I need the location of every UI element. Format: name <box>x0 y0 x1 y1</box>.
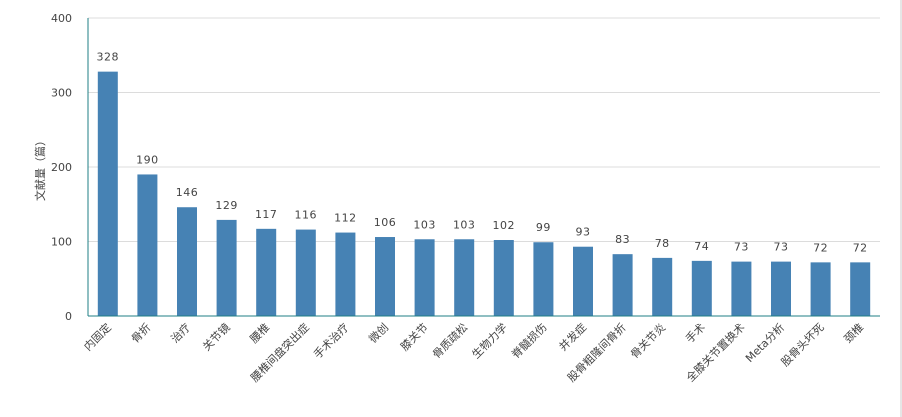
bar <box>177 207 197 316</box>
bar <box>493 240 514 316</box>
value-label: 93 <box>576 226 591 239</box>
bar <box>731 261 752 316</box>
x-category-label: 膝关节 <box>397 320 430 353</box>
y-tick-label: 200 <box>51 161 72 174</box>
bar <box>573 246 593 316</box>
value-label: 78 <box>655 237 670 250</box>
value-label: 116 <box>295 209 318 222</box>
value-label: 74 <box>694 240 709 253</box>
bar <box>97 71 118 316</box>
value-label: 146 <box>176 186 199 199</box>
bars <box>97 71 871 316</box>
value-label: 117 <box>255 208 278 221</box>
value-label: 103 <box>413 218 436 231</box>
value-label: 72 <box>813 241 828 254</box>
value-label: 328 <box>97 51 120 64</box>
value-label: 73 <box>774 241 789 254</box>
x-category-label: 治疗 <box>168 320 193 345</box>
y-tick-label: 0 <box>65 310 72 323</box>
x-category-label: 骨折 <box>128 320 153 345</box>
value-label: 112 <box>334 212 357 225</box>
bar <box>652 257 673 316</box>
x-category-label: 微创 <box>366 320 391 345</box>
value-label: 99 <box>536 221 551 234</box>
value-label: 103 <box>453 218 476 231</box>
panel-border <box>900 0 902 417</box>
bar <box>335 232 356 316</box>
bar <box>771 261 791 316</box>
gridlines <box>88 17 880 242</box>
x-category-label: 脊髓损伤 <box>509 320 550 361</box>
value-label: 106 <box>374 216 397 229</box>
bar <box>691 260 712 316</box>
x-category-label: 颈椎 <box>841 320 866 345</box>
bar <box>256 228 277 316</box>
value-labels: 328 190 146 129 117 116 112 106 103 103 102 99 93 83 7… <box>97 51 868 255</box>
bar <box>810 262 831 316</box>
bar <box>533 242 554 316</box>
value-label: 190 <box>136 153 159 166</box>
x-category-label: 腰椎 <box>247 320 272 345</box>
value-label: 72 <box>853 241 868 254</box>
y-tick-label: 100 <box>51 236 72 249</box>
y-axis-label: 文献量（篇） <box>33 135 47 201</box>
x-category-label: 关节镜 <box>199 320 232 353</box>
bar <box>454 239 475 316</box>
x-category-label: 骨关节炎 <box>627 320 668 361</box>
x-category-label: 手术治疗 <box>311 320 352 361</box>
bar <box>414 239 435 316</box>
value-label: 83 <box>615 233 630 246</box>
bar <box>850 262 871 316</box>
bar <box>375 237 395 316</box>
y-tick-label: 300 <box>51 87 72 100</box>
axes <box>87 18 880 317</box>
bar <box>295 229 316 316</box>
x-category-label: 生物力学 <box>469 320 510 361</box>
bar <box>137 174 158 316</box>
x-category-label: 并发症 <box>556 320 589 353</box>
value-label: 102 <box>493 219 516 232</box>
x-category-label: 骨质疏松 <box>429 320 470 361</box>
y-tick-labels: 0 100 200 300 400 <box>51 12 72 323</box>
x-category-label: 股骨头坏死 <box>779 321 827 369</box>
bar <box>216 219 237 316</box>
value-label: 73 <box>734 241 749 254</box>
x-category-label: 内固定 <box>81 320 114 353</box>
bar <box>612 254 633 316</box>
x-category-label: 手术 <box>682 320 707 345</box>
value-label: 129 <box>215 199 238 212</box>
y-tick-label: 400 <box>51 12 72 25</box>
